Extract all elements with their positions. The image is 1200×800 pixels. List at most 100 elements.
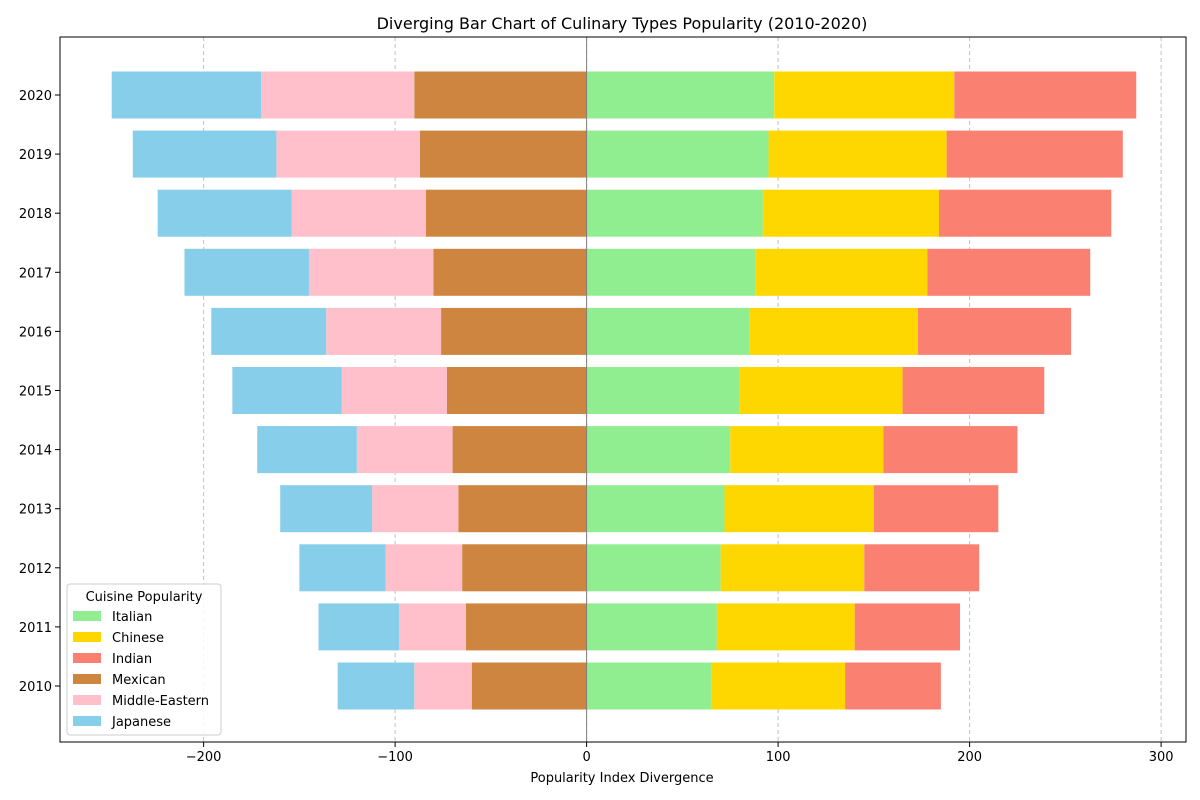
bar-mexican-2010 [471,662,587,710]
bar-japanese-2014 [257,426,357,474]
bar-indian-2011 [854,603,961,651]
bar-japanese-2019 [132,130,277,178]
bar-italian-2015 [586,367,740,414]
bar-italian-2016 [586,307,750,355]
bar-middle-eastern-2014 [356,426,453,474]
y-tick-label: 2016 [19,325,52,340]
bar-indian-2015 [902,367,1045,414]
bars [111,71,1137,710]
bar-indian-2016 [917,307,1072,355]
bar-chinese-2010 [711,662,846,710]
bar-chinese-2018 [762,189,939,237]
bar-japanese-2020 [111,71,262,119]
bar-japanese-2018 [157,189,292,237]
bar-indian-2017 [927,248,1091,296]
y-tick-label: 2011 [19,621,52,636]
bar-mexican-2011 [465,603,587,651]
bar-middle-eastern-2012 [385,544,463,592]
bar-indian-2019 [946,130,1123,178]
bar-chinese-2014 [730,426,884,474]
legend-label-italian: Italian [112,610,152,625]
y-tick-label: 2018 [19,207,52,222]
bar-middle-eastern-2020 [261,71,415,119]
bar-chinese-2011 [716,603,855,651]
bar-mexican-2015 [446,367,587,414]
bar-italian-2014 [586,426,731,474]
bar-mexican-2013 [458,485,587,533]
bar-japanese-2010 [337,662,415,710]
x-tick-label: 300 [1149,750,1174,765]
legend-swatch-mexican [73,674,101,684]
x-tick-label: 0 [582,750,590,765]
x-tick-label: −100 [377,750,413,765]
x-tick-label: −200 [186,750,222,765]
y-tick-label: 2017 [19,266,52,281]
legend-swatch-italian [73,611,101,621]
bar-japanese-2016 [211,307,327,355]
bar-indian-2014 [883,426,1018,474]
bar-chinese-2017 [755,248,928,296]
bar-chinese-2016 [749,307,918,355]
y-tick-label: 2012 [19,562,52,577]
bar-indian-2018 [938,189,1112,237]
plot-frame [59,36,1187,743]
legend-box [66,583,222,736]
bar-chinese-2015 [739,367,903,414]
bar-middle-eastern-2015 [341,367,447,414]
legend-label-mexican: Mexican [112,673,166,688]
y-axis: 2010 2011 2012 2013 2014 2015 2016 2017 2018 2019… [19,89,60,695]
bar-italian-2012 [586,544,721,592]
bar-japanese-2011 [318,603,399,651]
legend-label-chinese: Chinese [112,631,164,646]
legend-swatch-indian [73,653,101,663]
legend-swatch-japanese [73,716,101,726]
bar-indian-2012 [864,544,980,592]
y-tick-label: 2013 [19,503,52,518]
x-axis-label: Popularity Index Divergence [530,771,713,786]
x-tick-label: 200 [957,750,982,765]
bar-italian-2020 [586,71,775,119]
bar-italian-2011 [586,603,717,651]
legend-swatch-chinese [73,632,101,642]
legend: Cuisine Popularity Italian Chinese Indian Me… [66,583,222,736]
bar-italian-2010 [586,662,712,710]
chart-title: Diverging Bar Chart of Culinary Types Po… [377,14,868,33]
bar-mexican-2014 [452,426,587,474]
bar-japanese-2013 [280,485,373,533]
bar-italian-2019 [586,130,769,178]
bar-mexican-2020 [414,71,587,119]
bar-mexican-2019 [420,130,587,178]
bar-indian-2013 [873,485,999,533]
y-tick-label: 2015 [19,385,52,400]
y-tick-label: 2020 [19,89,52,104]
bar-mexican-2012 [462,544,587,592]
x-tick-label: 100 [766,750,791,765]
legend-swatch-middle-eastern [73,695,101,705]
bar-middle-eastern-2017 [308,248,434,296]
bar-chinese-2012 [720,544,865,592]
x-axis: −200 −100 0 100 200 300 [186,742,1174,765]
bar-italian-2018 [586,189,763,237]
bar-indian-2020 [954,71,1137,119]
bar-italian-2017 [586,248,756,296]
legend-label-japanese: Japanese [111,715,171,730]
bar-middle-eastern-2016 [326,307,442,355]
bar-japanese-2012 [299,544,386,592]
legend-label-middle-eastern: Middle-Eastern [112,694,209,709]
bar-middle-eastern-2019 [276,130,421,178]
y-tick-label: 2014 [19,444,52,459]
y-tick-label: 2019 [19,148,52,163]
legend-label-indian: Indian [112,652,152,667]
bar-indian-2010 [845,662,941,710]
bar-chinese-2020 [774,71,955,119]
bar-mexican-2018 [425,189,587,237]
bar-japanese-2015 [232,367,342,414]
bar-middle-eastern-2011 [398,603,466,651]
y-tick-label: 2010 [19,680,52,695]
legend-title: Cuisine Popularity [86,590,203,605]
bar-mexican-2017 [433,248,587,296]
bar-chinese-2013 [724,485,874,533]
bar-chinese-2019 [768,130,947,178]
bar-mexican-2016 [441,307,587,355]
